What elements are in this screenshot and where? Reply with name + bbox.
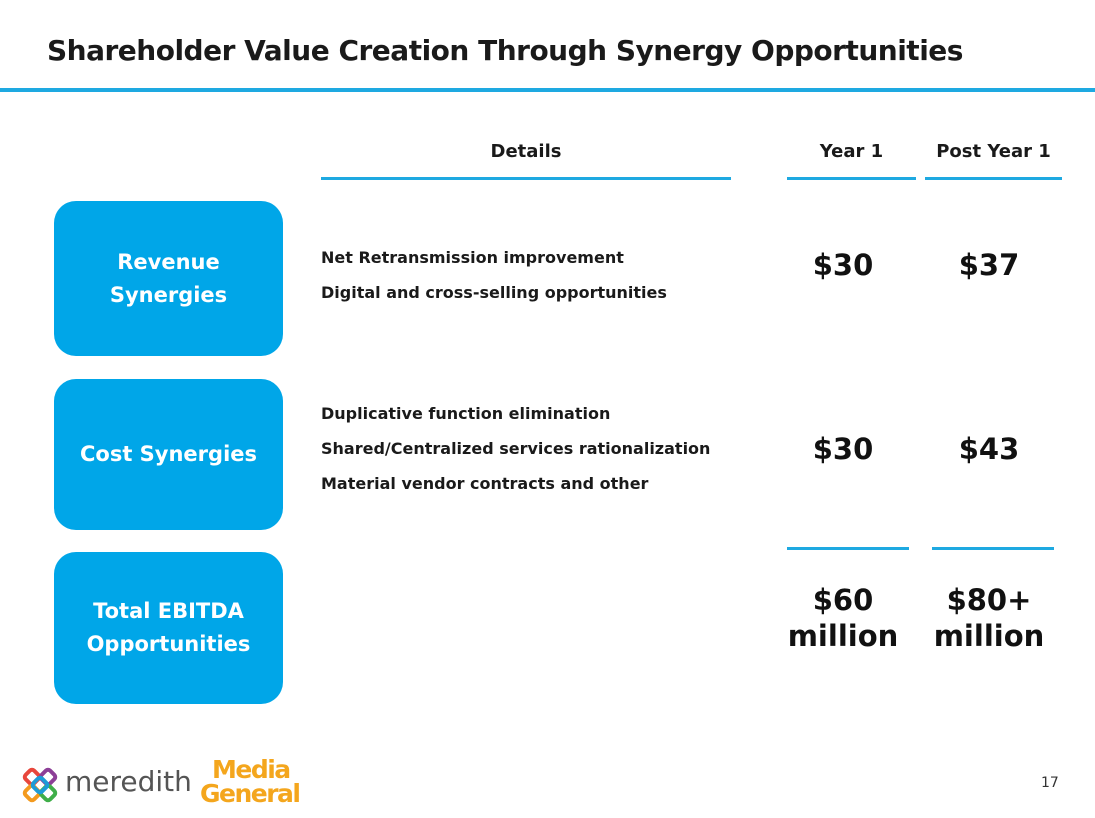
total-ebitda-label-line2: Opportunities bbox=[86, 632, 251, 656]
total-post-year1-value-line1: $80+ bbox=[946, 583, 1032, 617]
revenue-synergies-label-line1: Revenue bbox=[117, 249, 220, 274]
revenue-synergies-pill: Revenue Synergies bbox=[54, 201, 283, 356]
media-general-line2: General bbox=[200, 779, 301, 808]
revenue-synergies-label-line2: Synergies bbox=[109, 282, 228, 307]
meredith-logo-text: meredith bbox=[65, 765, 192, 798]
column-header-post-year1: Post Year 1 bbox=[936, 141, 1051, 162]
total-rule-post-year1 bbox=[932, 547, 1054, 550]
total-post-year1-value: $80+ million bbox=[922, 582, 1056, 654]
cost-synergies-pill: Cost Synergies bbox=[54, 379, 283, 530]
cost-synergies-label: Cost Synergies bbox=[79, 442, 258, 466]
media-general-line1: Media bbox=[212, 755, 291, 784]
total-year1-value-line2: million bbox=[787, 619, 899, 653]
total-rule-year1 bbox=[787, 547, 909, 550]
cost-detail-1: Duplicative function elimination bbox=[321, 404, 611, 423]
cost-year1-value: $30 bbox=[812, 432, 874, 466]
cost-detail-3: Material vendor contracts and other bbox=[321, 474, 649, 493]
media-general-logo: Media General bbox=[200, 755, 301, 808]
revenue-post-year1-value: $37 bbox=[958, 248, 1020, 282]
column-header-year1: Year 1 bbox=[819, 141, 884, 162]
total-post-year1-value-line2: million bbox=[933, 619, 1045, 653]
total-ebitda-label-line1: Total EBITDA bbox=[93, 599, 244, 623]
page-number: 17 bbox=[1041, 775, 1059, 791]
revenue-year1-value: $30 bbox=[812, 248, 874, 282]
total-year1-value: $60 million bbox=[777, 582, 909, 654]
total-year1-value-line1: $60 bbox=[812, 583, 874, 617]
column-header-details: Details bbox=[490, 141, 562, 162]
revenue-detail-2: Digital and cross-selling opportunities bbox=[321, 283, 667, 302]
column-rule-post-year1 bbox=[925, 177, 1062, 180]
total-ebitda-pill: Total EBITDA Opportunities bbox=[54, 552, 283, 704]
cost-post-year1-value: $43 bbox=[958, 432, 1020, 466]
revenue-detail-1: Net Retransmission improvement bbox=[321, 248, 624, 267]
meredith-logo-icon bbox=[22, 767, 58, 803]
title-rule bbox=[0, 88, 1095, 92]
cost-detail-2: Shared/Centralized services rationalizat… bbox=[321, 439, 711, 458]
column-rule-details bbox=[321, 177, 731, 180]
column-rule-year1 bbox=[787, 177, 916, 180]
slide-title: Shareholder Value Creation Through Syner… bbox=[47, 34, 963, 67]
